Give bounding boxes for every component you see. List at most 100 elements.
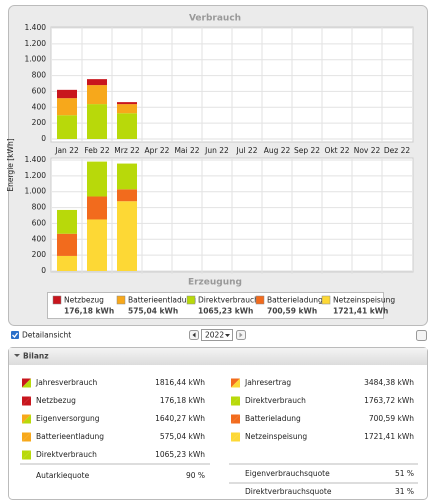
legend-total: 176,18 kWh — [64, 307, 114, 316]
x-tick-label: Apr 22 — [145, 146, 170, 155]
x-tick-label: Feb 22 — [84, 146, 109, 155]
icon — [22, 414, 31, 424]
chart-title: Erzeugung — [188, 278, 242, 288]
bilanz-header[interactable] — [9, 348, 427, 365]
collapse-icon — [14, 354, 20, 357]
legend-swatch — [116, 295, 126, 305]
y-tick-label: 1.400 — [25, 23, 47, 32]
x-tick-label: Jan 22 — [54, 146, 79, 155]
row-value: 3484,38 kWh — [364, 378, 414, 387]
icon — [231, 378, 240, 388]
legend-label[interactable]: Direktverbrauch — [198, 296, 259, 305]
row-label: Direktverbrauch — [36, 450, 97, 459]
bar-segment — [117, 104, 137, 114]
checkbox[interactable] — [11, 331, 19, 339]
row-label: Batterieladung — [245, 414, 301, 423]
icon — [22, 432, 31, 442]
row-label: Netzbezug — [36, 396, 76, 405]
bar-segment — [117, 163, 137, 190]
quota-label: Eigenverbrauchsquote — [245, 469, 330, 478]
x-tick-label: Dez 22 — [384, 146, 410, 155]
y-tick-label: 200 — [32, 250, 47, 259]
x-tick-label: Aug 22 — [264, 146, 291, 155]
quota-label: Direktverbrauchsquote — [245, 487, 332, 496]
bar-segment — [117, 201, 137, 271]
y-tick-label: 400 — [32, 102, 47, 111]
bar-segment — [117, 189, 137, 202]
y-tick-label: 600 — [32, 86, 47, 95]
checkmark — [12, 332, 19, 338]
y-axis-label: Energie [kWh] — [6, 138, 15, 191]
prev-icon — [192, 332, 196, 338]
x-tick-label: Okt 22 — [324, 146, 349, 155]
bar-segment — [57, 98, 77, 116]
icon — [231, 432, 240, 442]
row-label: Jahresertrag — [244, 378, 291, 387]
year-select[interactable] — [201, 329, 233, 341]
row-value: 1065,23 kWh — [155, 450, 205, 459]
bar-segment — [57, 233, 77, 256]
row-label: Batterieentladung — [36, 432, 104, 441]
y-tick-label: 800 — [32, 203, 47, 212]
bar-segment — [57, 115, 77, 139]
checkbox-label[interactable]: Detailansicht — [22, 331, 71, 340]
row-label: Jahresverbrauch — [35, 378, 97, 387]
row-value: 1763,72 kWh — [364, 396, 414, 405]
chart-title: Verbrauch — [189, 14, 241, 24]
y-tick-label: 1.200 — [25, 39, 47, 48]
quota-label: Autarkiequote — [36, 471, 90, 480]
select-arrow — [225, 334, 230, 337]
bar-segment — [87, 85, 107, 105]
row-value: 176,18 kWh — [160, 396, 205, 405]
legend-total: 1065,23 kWh — [198, 307, 253, 316]
legend-label[interactable]: Batterieentladung — [128, 296, 196, 305]
bar-segment — [117, 102, 137, 105]
icon — [231, 414, 240, 424]
x-tick-label: Mai 22 — [174, 146, 199, 155]
y-tick-label: 400 — [32, 234, 47, 243]
icon — [231, 396, 240, 406]
x-tick-label: Sep 22 — [294, 146, 320, 155]
row-label: Netzeinspeisung — [245, 432, 307, 441]
legend-label[interactable]: Netzeinspeisung — [333, 296, 395, 305]
bar-segment — [57, 255, 77, 271]
legend-total: 700,59 kWh — [267, 307, 317, 316]
y-tick-label: 0 — [41, 134, 46, 143]
x-tick-label: Jun 22 — [204, 146, 229, 155]
quota-value: 51 % — [395, 469, 414, 478]
collapse-button[interactable] — [416, 330, 427, 341]
bar-segment — [57, 89, 77, 99]
next-icon — [239, 332, 243, 338]
bar-segment — [57, 209, 77, 234]
row-label: Eigenversorgung — [36, 414, 100, 423]
row-value: 700,59 kWh — [369, 414, 414, 423]
legend-swatch — [186, 295, 196, 305]
year-value: 2022 — [205, 331, 224, 340]
row-value: 1721,41 kWh — [364, 432, 414, 441]
icon — [22, 450, 31, 460]
legend-label[interactable]: Netzbezug — [64, 296, 104, 305]
bar-segment — [87, 161, 107, 197]
y-tick-label: 0 — [41, 266, 46, 275]
legend-swatch — [52, 295, 62, 305]
x-tick-label: Jul 22 — [236, 146, 258, 155]
y-tick-label: 200 — [32, 118, 47, 127]
quota-value: 90 % — [186, 471, 205, 480]
row-label: Direktverbrauch — [245, 396, 306, 405]
x-tick-label: Mrz 22 — [114, 146, 140, 155]
bar-segment — [87, 104, 107, 139]
y-tick-label: 1.400 — [25, 155, 47, 164]
y-tick-label: 800 — [32, 71, 47, 80]
row-value: 575,04 kWh — [160, 432, 205, 441]
icon — [22, 396, 31, 406]
legend-total: 1721,41 kWh — [333, 307, 388, 316]
bar-segment — [87, 79, 107, 86]
legend-label[interactable]: Batterieladung — [267, 296, 323, 305]
y-tick-label: 1.200 — [25, 171, 47, 180]
row-value: 1640,27 kWh — [155, 414, 205, 423]
bar-segment — [87, 219, 107, 271]
bar-segment — [87, 196, 107, 220]
legend-swatch — [255, 295, 265, 305]
bilanz-title: Bilanz — [23, 352, 49, 361]
